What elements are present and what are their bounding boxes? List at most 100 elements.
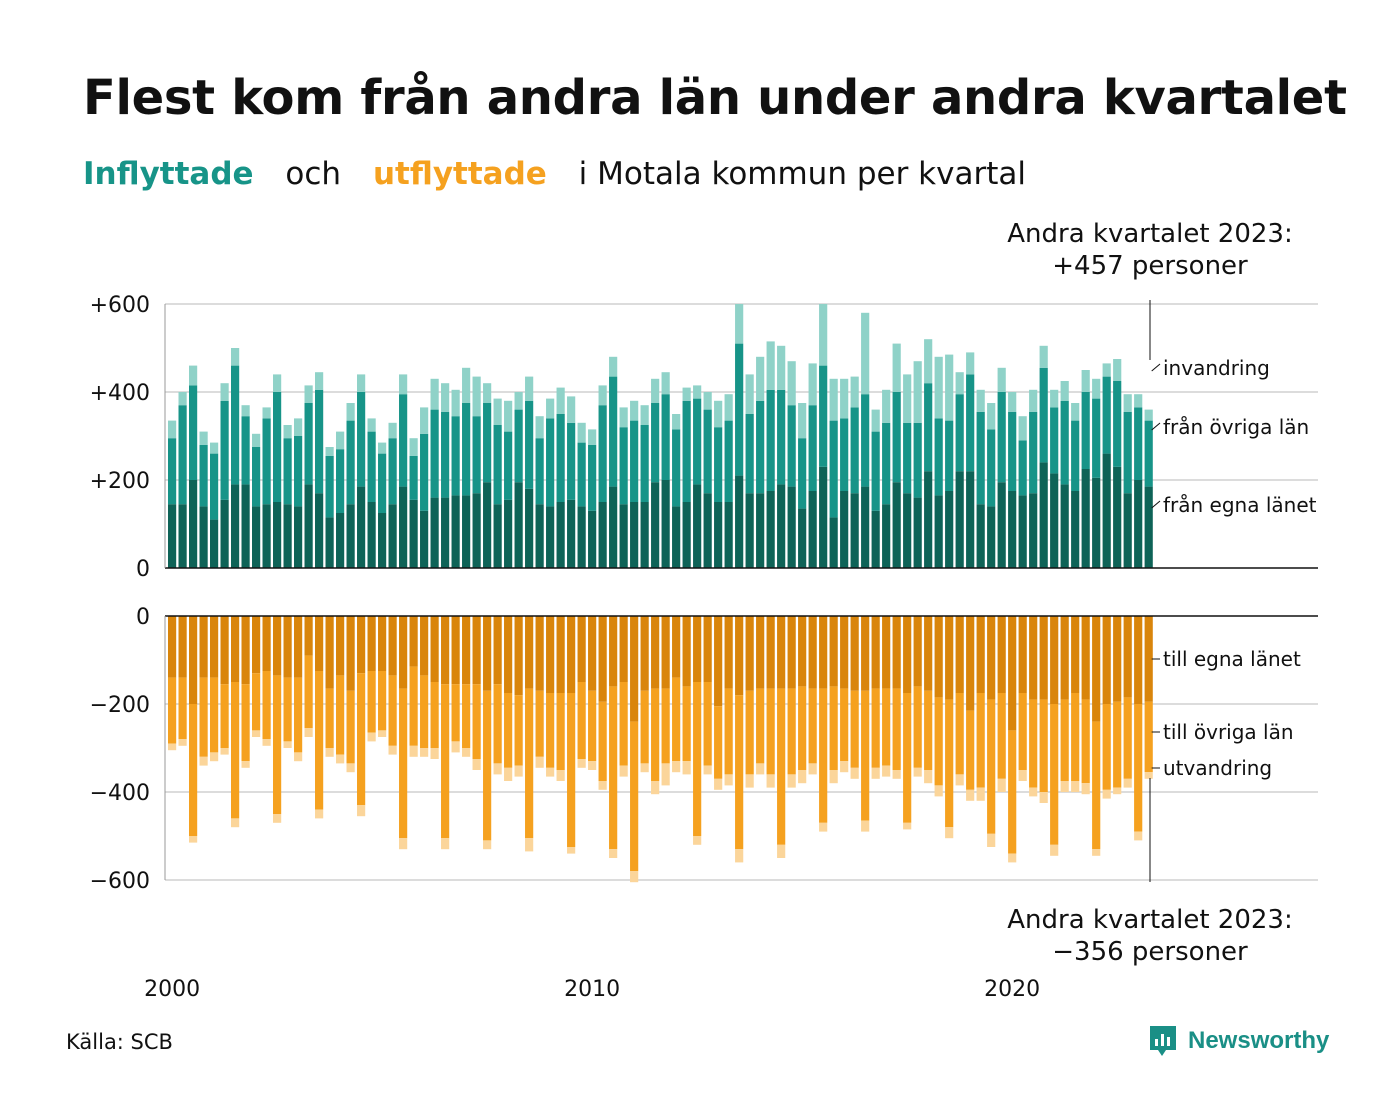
bar-out-0 [304, 616, 313, 656]
bar-in-0 [766, 491, 775, 568]
bar-in-2 [399, 374, 408, 395]
bar-out-2 [619, 765, 628, 777]
bar-out-0 [787, 616, 796, 689]
bar-in-1 [388, 438, 397, 505]
bar-out-0 [693, 616, 702, 682]
bar-out-2 [378, 730, 387, 737]
bar-out-2 [871, 767, 880, 779]
bar-out-1 [829, 686, 838, 770]
bar-in-0 [357, 486, 366, 568]
series-label: från övriga län [1163, 415, 1309, 439]
bar-in-2 [630, 400, 639, 421]
bar-in-0 [724, 502, 733, 568]
bar-in-0 [252, 506, 261, 568]
bar-out-2 [766, 774, 775, 788]
bar-out-1 [735, 695, 744, 850]
x-tick-label: 2000 [144, 977, 200, 1002]
bar-out-0 [714, 616, 723, 707]
bar-out-1 [693, 682, 702, 836]
bar-in-1 [189, 385, 198, 480]
bar-in-0 [693, 484, 702, 568]
bar-in-1 [1071, 420, 1080, 491]
bar-out-2 [483, 840, 492, 850]
series-label-leader [1151, 422, 1161, 431]
bar-in-1 [525, 400, 534, 489]
bar-out-0 [1144, 616, 1153, 702]
bar-in-2 [924, 339, 933, 384]
bar-in-0 [1134, 480, 1143, 568]
bar-out-2 [546, 767, 555, 777]
bar-out-0 [997, 616, 1006, 693]
bar-in-1 [745, 414, 754, 494]
bar-in-1 [871, 431, 880, 511]
bar-in-0 [1102, 453, 1111, 568]
bar-out-2 [357, 805, 366, 817]
bar-out-0 [756, 616, 765, 689]
y-tick-label: +600 [90, 293, 150, 318]
bar-in-2 [651, 378, 660, 403]
bar-out-1 [577, 682, 586, 759]
bar-in-0 [189, 480, 198, 568]
bar-out-2 [987, 833, 996, 847]
bar-in-2 [273, 374, 282, 392]
bar-in-2 [1123, 394, 1132, 412]
bar-out-0 [987, 616, 996, 700]
bar-in-0 [882, 504, 891, 568]
bar-out-2 [598, 781, 607, 790]
y-tick-label: −600 [90, 869, 150, 894]
bar-in-2 [357, 374, 366, 392]
bar-in-1 [756, 400, 765, 494]
bar-out-1 [724, 688, 733, 775]
bar-out-1 [367, 671, 376, 733]
bar-out-1 [997, 693, 1006, 779]
chart-title: Flest kom från andra län under andra kva… [83, 70, 1347, 126]
bar-out-0 [420, 616, 429, 676]
bar-in-1 [966, 374, 975, 472]
bar-out-1 [430, 682, 439, 748]
bar-in-2 [1060, 381, 1069, 401]
bar-out-1 [787, 688, 796, 775]
bar-out-0 [367, 616, 376, 671]
bar-out-0 [724, 616, 733, 689]
bar-out-0 [1134, 616, 1143, 704]
bar-out-1 [871, 688, 880, 768]
bar-in-1 [924, 383, 933, 472]
bar-out-2 [1081, 783, 1090, 795]
bar-out-2 [441, 838, 450, 850]
bar-out-0 [210, 616, 219, 678]
bar-out-1 [703, 682, 712, 766]
bar-in-1 [325, 455, 334, 518]
bar-out-0 [808, 616, 817, 689]
bar-out-1 [987, 699, 996, 834]
bar-out-1 [714, 706, 723, 779]
bar-in-0 [987, 506, 996, 568]
bar-in-1 [304, 403, 313, 485]
bar-in-1 [640, 425, 649, 502]
bar-out-2 [861, 820, 870, 832]
bar-out-2 [325, 748, 334, 757]
bar-out-0 [577, 616, 586, 682]
bar-out-1 [315, 671, 324, 810]
bar-in-2 [819, 304, 828, 366]
bar-out-0 [640, 616, 649, 691]
bar-out-2 [913, 767, 922, 777]
bar-out-0 [871, 616, 880, 689]
bar-in-2 [976, 389, 985, 412]
bar-out-1 [388, 675, 397, 746]
bar-in-1 [777, 389, 786, 485]
bar-in-2 [525, 376, 534, 401]
bar-in-2 [168, 420, 177, 439]
bar-out-2 [609, 849, 618, 858]
bar-out-0 [903, 616, 912, 693]
bar-in-1 [462, 403, 471, 496]
bar-out-1 [903, 693, 912, 823]
bar-out-2 [1008, 853, 1017, 863]
bar-out-2 [168, 743, 177, 751]
bar-out-2 [840, 761, 849, 773]
bar-in-2 [210, 442, 219, 454]
bar-in-0 [850, 493, 859, 568]
y-tick-label: 0 [136, 557, 150, 582]
bar-in-0 [903, 493, 912, 568]
bar-out-1 [651, 688, 660, 781]
bar-in-0 [924, 471, 933, 568]
